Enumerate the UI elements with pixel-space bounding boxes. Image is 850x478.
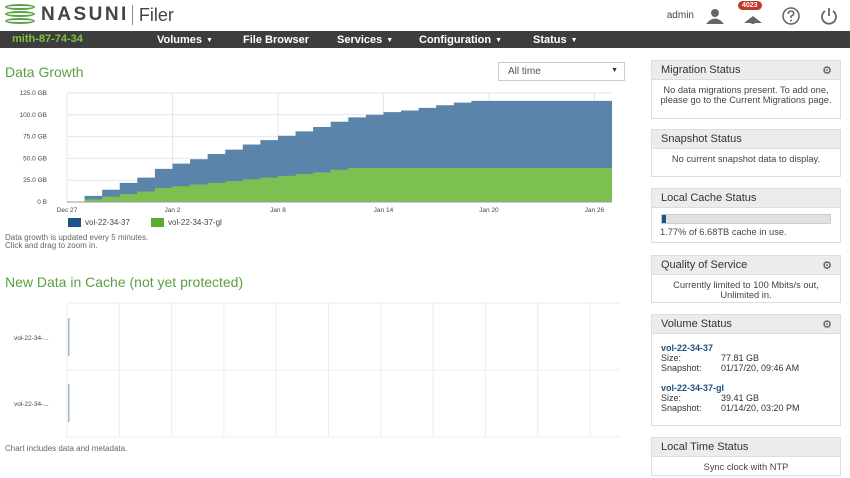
data-growth-chart[interactable]: 125.0 GB 100.0 GB 75.0 GB 50.0 GB 25.0 GB 0 B… (0, 85, 630, 215)
snapshot-status-panel: Snapshot Status No current snapshot data… (651, 129, 841, 177)
cache-usage-fill (662, 215, 666, 223)
nav-volumes[interactable]: Volumes ▼ (157, 34, 213, 46)
legend-swatch (68, 218, 81, 227)
volume-snapshot-row: Snapshot: 01/17/20, 09:46 AM (661, 363, 800, 373)
hostname[interactable]: mith-87-74-34 (12, 33, 83, 45)
nav-services[interactable]: Services ▼ (337, 34, 394, 46)
nav-configuration[interactable]: Configuration ▼ (419, 34, 503, 46)
gear-icon[interactable]: ⚙ (822, 319, 832, 331)
x-tick-label: Jan 2 (165, 207, 181, 214)
volume-name-link[interactable]: vol-22-34-37 (661, 343, 714, 353)
gear-icon[interactable]: ⚙ (822, 260, 832, 272)
logo[interactable]: NASUNI Filer (5, 4, 174, 26)
cache-usage-bar (661, 214, 831, 224)
y-tick-label: 0 B (37, 199, 47, 206)
cache-usage-text: 1.77% of 6.68TB cache in use. (660, 227, 787, 237)
panel-title: Migration Status (661, 64, 741, 76)
notification-badge: 4023 (738, 1, 762, 10)
y-tick-label: 100.0 GB (20, 112, 47, 119)
nav-file-browser[interactable]: File Browser (243, 34, 310, 46)
top-header: NASUNI Filer admin 4023 (0, 0, 850, 31)
panel-title: Volume Status (661, 318, 732, 330)
snapshot-status-text: No current snapshot data to display. (671, 154, 821, 164)
x-tick-label: Jan 26 (585, 207, 605, 214)
chevron-down-icon: ▼ (495, 37, 503, 44)
main-nav: mith-87-74-34 Volumes ▼ File Browser Serv… (0, 31, 850, 48)
gear-icon[interactable]: ⚙ (822, 65, 832, 77)
volume-size-row: Size: 77.81 GB (661, 353, 760, 363)
user-area: admin 4023 (667, 0, 850, 31)
panel-title: Local Cache Status (661, 192, 757, 204)
user-icon[interactable] (700, 0, 730, 31)
notification-icon[interactable]: 4023 (738, 0, 768, 31)
product-name: Filer (138, 4, 174, 25)
ntp-sync-link[interactable]: Sync clock with NTP (703, 462, 789, 472)
chevron-down-icon: ▼ (386, 37, 394, 44)
y-tick-label: 75.0 GB (23, 134, 47, 141)
x-tick-label: Jan 20 (479, 207, 499, 214)
y-tick-label: 125.0 GB (20, 90, 47, 97)
cache-bar (68, 384, 70, 422)
time-range-select[interactable]: All time ▼ (498, 62, 625, 81)
nasuni-logo-icon (5, 4, 35, 26)
panel-title: Snapshot Status (661, 133, 742, 145)
legend-label: vol-22-34-37 (85, 218, 130, 227)
data-growth-note-2: Click and drag to zoom in. (5, 241, 98, 250)
brand-divider (131, 5, 133, 25)
qos-text: Currently limited to 100 Mbits/s out, Un… (673, 280, 819, 300)
nav-status[interactable]: Status ▼ (533, 34, 578, 46)
cache-chart-note: Chart includes data and metadata. (5, 444, 128, 453)
category-label: vol-22-34-... (14, 401, 49, 408)
legend-swatch (151, 218, 164, 227)
volume-size-row: Size: 39.41 GB (661, 393, 760, 403)
local-cache-status-panel: Local Cache Status 1.77% of 6.68TB cache… (651, 188, 841, 243)
power-icon[interactable] (814, 0, 844, 31)
legend-label: vol-22-34-37-gl (168, 218, 222, 227)
local-time-status-panel: Local Time Status Sync clock with NTP (651, 437, 841, 476)
volume-name-link[interactable]: vol-22-34-37-gl (661, 383, 725, 393)
cache-chart-title: New Data in Cache (not yet protected) (5, 274, 244, 290)
panel-title: Local Time Status (661, 441, 749, 453)
username[interactable]: admin (666, 10, 694, 21)
volume-status-panel: Volume Status ⚙ vol-22-34-37 Size: 77.81 G… (651, 314, 841, 426)
chevron-down-icon: ▼ (570, 37, 578, 44)
y-tick-label: 50.0 GB (23, 155, 47, 162)
legend-item-series-1[interactable]: vol-22-34-37 (68, 218, 130, 227)
series-area-vol-22-34-37-gl (67, 167, 612, 202)
x-tick-label: Jan 8 (270, 207, 286, 214)
panel-title: Quality of Service (661, 259, 748, 271)
x-tick-label: Jan 14 (374, 207, 394, 214)
chevron-down-icon: ▼ (206, 37, 213, 44)
help-icon[interactable] (776, 0, 806, 31)
volume-snapshot-row: Snapshot: 01/14/20, 03:20 PM (661, 403, 800, 413)
cache-bar (68, 318, 70, 356)
quality-of-service-panel: Quality of Service ⚙ Currently limited to… (651, 255, 841, 303)
migration-status-panel: Migration Status ⚙ No data migrations pre… (651, 60, 841, 119)
volume-list: vol-22-34-37 Size: 77.81 GB Snapshot: 01/1… (652, 334, 840, 419)
data-growth-note-1: Data growth is updated every 5 minutes. (5, 233, 149, 242)
legend-item-series-2[interactable]: vol-22-34-37-gl (151, 218, 222, 227)
data-growth-title: Data Growth (5, 64, 84, 80)
category-label: vol-22-34-... (14, 335, 49, 342)
x-tick-label: Dec 27 (57, 207, 78, 214)
migration-status-text: No data migrations present. To add one, … (660, 85, 832, 105)
chevron-down-icon: ▼ (611, 67, 618, 74)
y-tick-label: 25.0 GB (23, 177, 47, 184)
brand-name: NASUNI (41, 4, 129, 25)
new-data-in-cache-chart[interactable]: vol-22-34-... vol-22-34-... (0, 300, 630, 440)
